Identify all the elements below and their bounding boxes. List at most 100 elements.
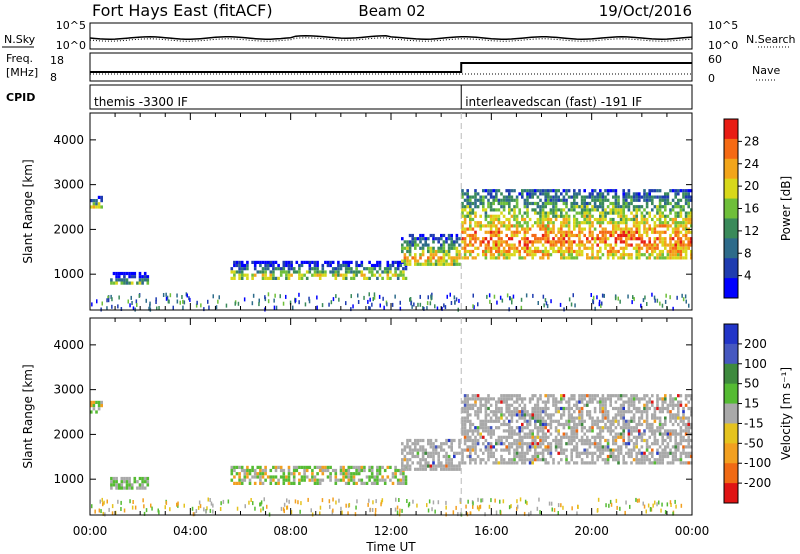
echo-cell xyxy=(648,195,651,199)
echo-cell xyxy=(505,249,508,254)
echo-cell xyxy=(526,192,529,196)
echo-cell xyxy=(487,214,490,218)
echo-cell xyxy=(510,394,514,398)
echo-cell xyxy=(497,240,501,244)
echo-cell xyxy=(466,205,469,209)
echo-cell xyxy=(614,205,618,209)
echo-cell xyxy=(396,263,400,268)
clutter-cell xyxy=(597,508,599,512)
echo-cell xyxy=(677,237,680,241)
echo-cell xyxy=(489,192,493,196)
echo-cell xyxy=(690,394,693,398)
echo-cell xyxy=(580,458,584,462)
echo-cell xyxy=(406,243,409,247)
echo-cell xyxy=(635,445,638,449)
echo-cell xyxy=(583,426,586,430)
echo-cell xyxy=(664,400,667,404)
echo-cell xyxy=(630,426,633,430)
echo-cell xyxy=(316,263,319,268)
echo-cell xyxy=(552,249,555,254)
echo-cell xyxy=(653,438,657,443)
echo-cell xyxy=(549,195,553,199)
echo-cell xyxy=(508,406,511,411)
echo-cell xyxy=(565,448,568,452)
echo-cell xyxy=(684,221,688,225)
echo-cell xyxy=(259,475,262,479)
echo-cell xyxy=(575,451,579,455)
echo-cell xyxy=(528,413,532,417)
echo-cell xyxy=(523,221,527,225)
echo-cell xyxy=(300,273,304,277)
echo-cell xyxy=(547,224,550,228)
echo-cell xyxy=(476,237,480,241)
echo-cell xyxy=(492,461,495,465)
echo-cell xyxy=(651,394,654,398)
echo-cell xyxy=(593,394,597,398)
echo-cell xyxy=(547,416,550,420)
echo-cell xyxy=(599,426,602,430)
echo-cell xyxy=(515,201,519,206)
echo-cell xyxy=(401,464,404,468)
echo-cell xyxy=(578,422,581,427)
clutter-cell xyxy=(357,300,360,304)
echo-cell xyxy=(541,419,545,423)
echo-cell xyxy=(552,237,555,241)
echo-cell xyxy=(539,422,542,427)
echo-cell xyxy=(482,403,485,407)
echo-cell xyxy=(399,260,403,264)
echo-cell xyxy=(653,435,657,439)
echo-cell xyxy=(518,435,521,439)
echo-cell xyxy=(562,198,566,202)
echo-cell xyxy=(604,195,607,199)
echo-cell xyxy=(622,211,625,215)
echo-cell xyxy=(373,475,377,479)
echo-cell xyxy=(619,397,623,401)
echo-cell xyxy=(653,256,657,260)
echo-cell xyxy=(401,448,404,452)
echo-cell xyxy=(560,243,563,247)
echo-cell xyxy=(355,273,358,277)
clutter-cell xyxy=(258,298,260,303)
echo-cell xyxy=(547,445,550,449)
echo-cell xyxy=(632,445,636,449)
echo-cell xyxy=(651,448,654,452)
echo-cell xyxy=(416,448,420,452)
echo-cell xyxy=(313,270,317,274)
echo-cell xyxy=(487,240,490,244)
clutter-cell xyxy=(453,295,456,300)
clutter-cell xyxy=(367,299,369,304)
echo-cell xyxy=(342,273,345,277)
echo-cell xyxy=(515,397,519,401)
echo-cell xyxy=(427,464,430,468)
echo-cell xyxy=(557,246,560,250)
echo-cell xyxy=(421,445,425,449)
echo-cell xyxy=(567,416,571,420)
echo-cell xyxy=(474,211,477,215)
clutter-cell xyxy=(294,298,297,303)
echo-cell xyxy=(560,435,563,439)
echo-cell xyxy=(656,448,659,452)
echo-cell xyxy=(573,240,576,244)
echo-cell xyxy=(674,429,677,433)
echo-cell xyxy=(578,406,581,411)
echo-cell xyxy=(329,270,332,274)
echo-cell xyxy=(523,189,527,193)
echo-cell xyxy=(479,448,482,452)
echo-cell xyxy=(238,478,241,482)
echo-cell xyxy=(653,195,657,199)
echo-cell xyxy=(502,214,506,218)
clutter-cell xyxy=(165,292,167,297)
echo-cell xyxy=(342,465,345,469)
echo-cell xyxy=(419,458,422,462)
echo-cell xyxy=(339,468,343,473)
echo-cell xyxy=(666,227,670,231)
echo-cell xyxy=(614,195,618,199)
echo-cell xyxy=(502,435,506,439)
echo-cell xyxy=(531,224,534,228)
echo-cell xyxy=(489,249,493,254)
echo-cell xyxy=(534,416,537,420)
echo-cell xyxy=(578,211,581,215)
clutter-cell xyxy=(357,293,359,298)
echo-cell xyxy=(599,429,602,433)
echo-cell xyxy=(682,208,685,212)
